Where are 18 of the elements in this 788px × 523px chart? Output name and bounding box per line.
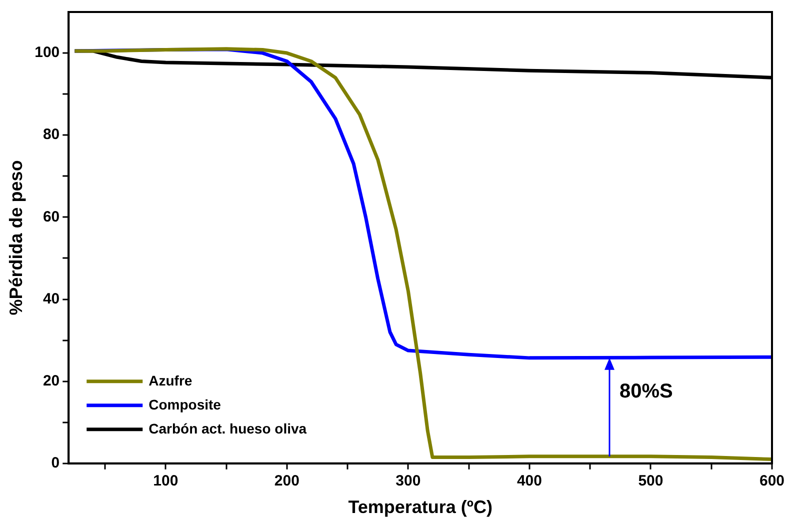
x-tick-label: 200: [274, 472, 300, 490]
y-tick-label: 40: [42, 290, 60, 308]
x-tick-label: 600: [759, 472, 785, 490]
y-axis-title: %Pérdida de peso: [6, 160, 26, 316]
legend-label: Carbón act. hueso oliva: [148, 420, 307, 436]
y-tick-label: 100: [34, 44, 60, 62]
x-tick-label: 400: [516, 472, 542, 490]
x-tick-label: 100: [153, 472, 178, 490]
annotation: 80%S: [619, 380, 673, 402]
y-tick-label: 80: [42, 126, 60, 144]
x-tick-label: 300: [396, 472, 421, 490]
legend-label: Composite: [148, 396, 222, 412]
legend-label: Azufre: [148, 372, 192, 388]
y-tick-label: 20: [42, 372, 60, 390]
x-axis-title: Temperatura (ºC): [348, 497, 492, 518]
x-tick-label: 500: [638, 472, 664, 490]
y-tick-label: 60: [42, 208, 60, 226]
y-tick-label: 0: [51, 454, 60, 472]
